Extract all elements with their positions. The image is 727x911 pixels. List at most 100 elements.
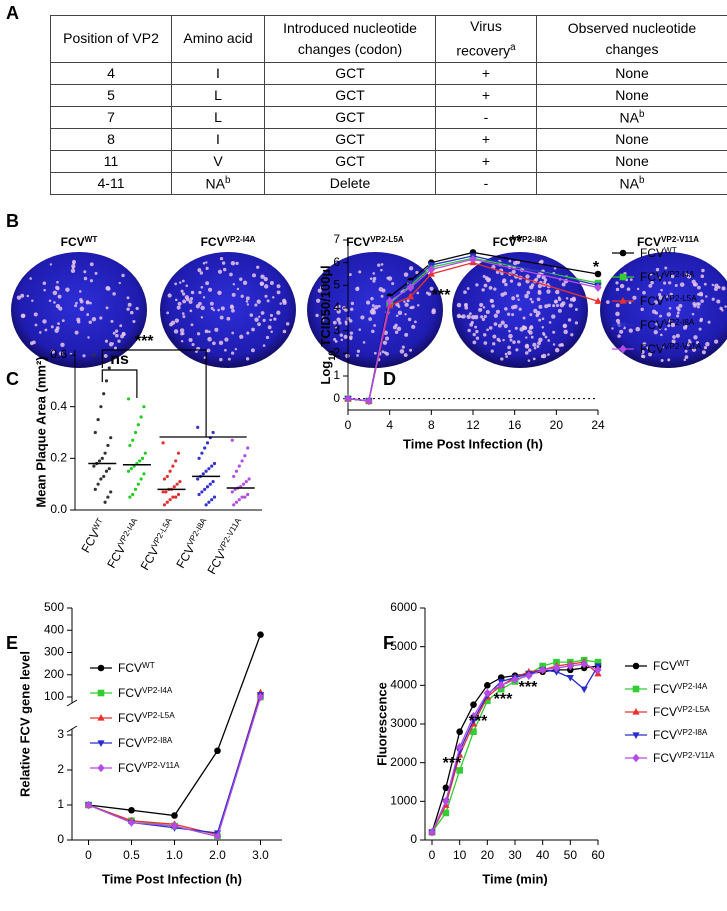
plaque-spot — [167, 293, 172, 298]
plaque-spot — [537, 341, 541, 346]
plaque-spot — [507, 345, 511, 350]
plaque-spot — [538, 337, 543, 343]
plaque-spot — [269, 313, 274, 317]
dot — [172, 485, 176, 489]
plaque-spot — [695, 302, 699, 306]
plaque-spot — [127, 302, 132, 307]
dot — [230, 490, 234, 494]
plaque-spot — [397, 310, 403, 316]
data-point — [456, 728, 463, 736]
plaque-spot — [115, 333, 119, 338]
plaque-spot — [668, 306, 672, 310]
plaque-spot — [231, 308, 235, 313]
plaque-spot — [31, 299, 34, 303]
table-cell: V — [171, 149, 265, 173]
cell-text: 4-11 — [97, 175, 125, 192]
plaque-spot — [34, 323, 38, 327]
plaque-spot — [74, 304, 78, 308]
plaque-spot — [664, 266, 668, 270]
plaque-spot — [688, 339, 691, 342]
data-point — [539, 665, 547, 675]
plaque-spot — [640, 307, 644, 312]
bracket — [101, 349, 207, 437]
plaque-spot — [266, 299, 270, 303]
plaque-spot — [696, 305, 700, 309]
plaque-spot — [471, 315, 476, 320]
x-tick-label: 20 — [550, 418, 564, 432]
legend-label-base: FCV — [653, 751, 677, 765]
x-tick-label: 50 — [564, 848, 578, 862]
plaque-spot — [699, 317, 704, 322]
plaque-spot — [570, 333, 574, 337]
table-cell: NAb — [536, 171, 727, 195]
plaque-spot — [61, 319, 65, 323]
data-point — [128, 806, 135, 814]
plaque-spot — [176, 305, 181, 310]
plaque-spot — [686, 274, 692, 279]
legend-label-base: FCV — [118, 711, 142, 725]
plaque-spot — [29, 277, 32, 280]
plaque-label: FCVWT — [61, 235, 98, 250]
significance-label: *** — [432, 287, 451, 304]
plaque-spot — [626, 287, 631, 291]
plaque-spot — [395, 314, 399, 317]
dot — [107, 467, 111, 471]
x-tick-label-sup: VP2-L5A — [149, 516, 173, 549]
dot — [176, 451, 181, 455]
plaque-spot — [254, 317, 259, 322]
dot — [168, 498, 172, 502]
table-cell: 7 — [50, 105, 172, 129]
cell-text: None — [615, 153, 649, 170]
plaque-spot — [394, 330, 399, 334]
y-tick-label: 2 — [57, 762, 64, 776]
plaque-spot — [404, 332, 409, 337]
plaque-spot — [336, 317, 341, 322]
legend-label-base: FCV — [640, 342, 664, 356]
plaque-spot — [640, 350, 645, 354]
plaque-spot — [236, 287, 240, 291]
plaque-spot — [654, 311, 659, 315]
dot — [243, 495, 247, 499]
plaque-spot — [544, 304, 549, 309]
dot — [138, 459, 142, 463]
x-tick-label: 30 — [508, 848, 522, 862]
y-axis-label: Relative FCV gene level — [17, 651, 32, 797]
plaque-spot — [257, 315, 261, 319]
table-cell: - — [435, 171, 537, 195]
plaque-spot — [532, 342, 537, 347]
plaque-spot — [276, 310, 281, 315]
plaque-spot — [112, 331, 116, 335]
plaque-spot — [83, 270, 87, 274]
data-point — [442, 809, 450, 817]
y-tick-label: 2000 — [390, 755, 417, 769]
legend-marker — [97, 740, 105, 747]
y-tick-label: 100 — [44, 689, 64, 703]
plaque-spot — [658, 327, 662, 330]
plaque-spot — [78, 290, 82, 293]
plaque-spot — [348, 273, 352, 277]
plaque-spot — [515, 348, 519, 352]
plaque-spot — [126, 296, 130, 300]
dot — [99, 477, 103, 481]
plaque-spot — [509, 279, 514, 283]
y-tick-label: 0.4 — [50, 399, 67, 413]
plaque-spot — [536, 345, 540, 349]
table-cell: + — [435, 83, 537, 107]
table-cell: GCT — [264, 105, 436, 129]
plaque-spot — [511, 305, 516, 310]
plaque-spot — [239, 334, 244, 339]
plaque-spot — [574, 307, 578, 311]
y-tick-label: 3 — [333, 323, 340, 337]
plaque-spot — [89, 301, 92, 305]
dot — [241, 482, 246, 486]
plaque-spot — [529, 313, 533, 317]
plaque-spot — [667, 324, 671, 328]
plaque-spot — [240, 294, 244, 298]
plaque-spot — [619, 283, 625, 289]
header-text: Observed nucleotide changes — [567, 19, 697, 57]
plaque-spot — [344, 320, 348, 324]
plaque-spot — [667, 358, 671, 362]
plaque-label-base: FCV — [493, 235, 517, 249]
plaque-spot — [659, 314, 663, 318]
plaque-spot — [338, 321, 342, 325]
